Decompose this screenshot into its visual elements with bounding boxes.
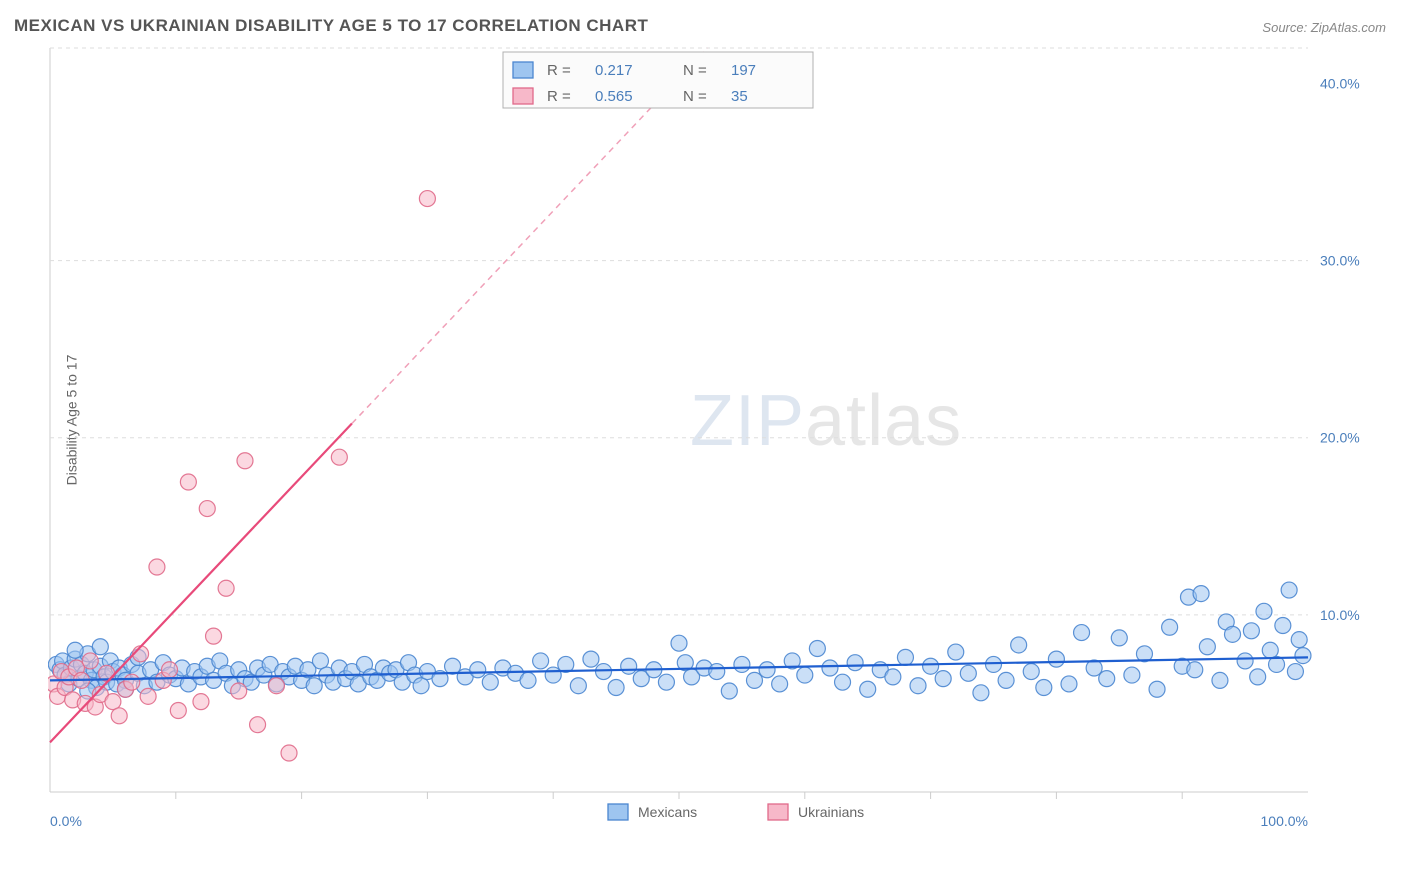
svg-text:30.0%: 30.0% [1320,253,1360,269]
source-value: ZipAtlas.com [1311,20,1386,35]
svg-text:N =: N = [683,62,707,79]
svg-text:R =: R = [547,62,571,79]
svg-text:197: 197 [731,62,756,79]
svg-text:40.0%: 40.0% [1320,75,1360,91]
svg-text:Mexicans: Mexicans [638,804,697,820]
chart-title: MEXICAN VS UKRAINIAN DISABILITY AGE 5 TO… [14,16,648,36]
svg-text:100.0%: 100.0% [1261,813,1308,829]
svg-text:N =: N = [683,88,707,105]
source-label: Source: [1262,20,1307,35]
svg-text:0.217: 0.217 [595,62,633,79]
svg-text:35: 35 [731,88,748,105]
scatter-plot: 10.0% 20.0% 30.0% 40.0% 0.0% 100.0% R = 0.217 N … [48,46,1378,836]
svg-text:Ukrainians: Ukrainians [798,804,864,820]
svg-text:10.0%: 10.0% [1320,607,1360,623]
source-credit: Source: ZipAtlas.com [1262,20,1386,35]
svg-text:20.0%: 20.0% [1320,430,1360,446]
legend-stats: R = 0.217 N = 197 R = 0.565 N = 35 [503,52,813,108]
svg-text:0.0%: 0.0% [50,813,82,829]
svg-text:R =: R = [547,88,571,105]
svg-text:0.565: 0.565 [595,88,633,105]
